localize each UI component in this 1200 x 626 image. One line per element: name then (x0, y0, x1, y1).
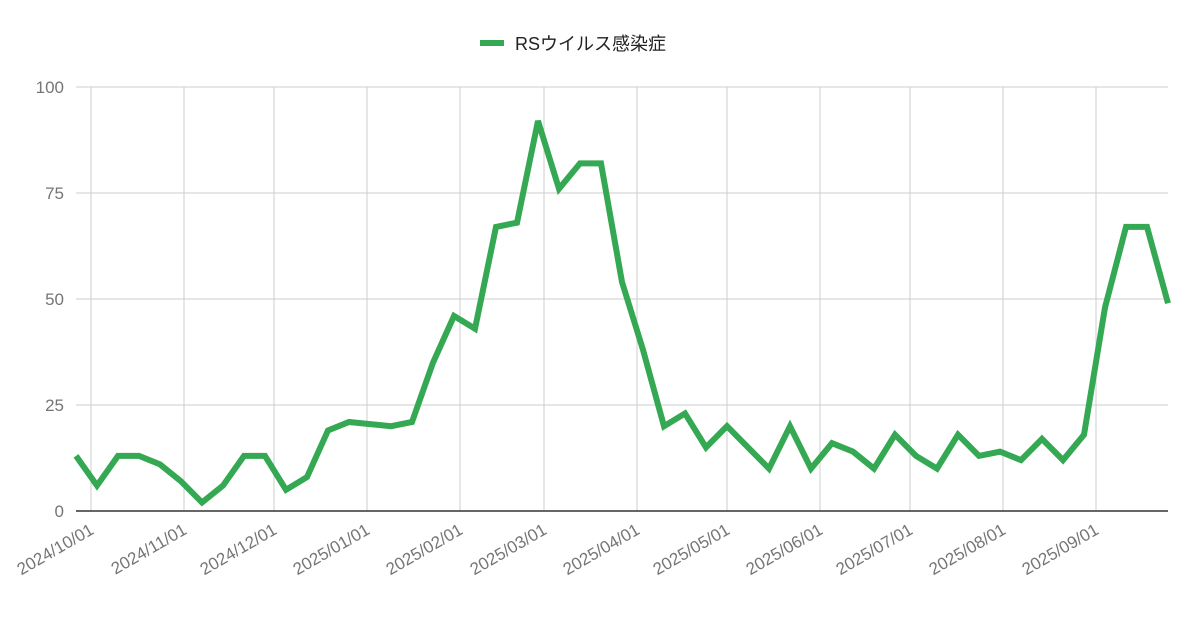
x-tick-label: 2025/09/01 (1019, 520, 1102, 579)
x-tick-label: 2025/08/01 (926, 520, 1009, 579)
x-tick-label: 2024/12/01 (197, 520, 280, 579)
x-tick-label: 2025/01/01 (290, 520, 373, 579)
legend: RSウイルス感染症 (480, 34, 666, 54)
x-tick-label: 2024/11/01 (108, 520, 190, 578)
y-tick-label: 25 (45, 396, 64, 415)
legend-label: RSウイルス感染症 (515, 34, 666, 54)
x-tick-label: 2025/05/01 (650, 520, 733, 579)
x-tick-label: 2025/04/01 (560, 520, 643, 579)
y-tick-label: 0 (55, 502, 64, 521)
x-tick-label: 2024/10/01 (14, 520, 97, 579)
x-tick-label: 2025/07/01 (833, 520, 916, 579)
y-tick-label: 100 (36, 78, 64, 97)
x-tick-label: 2025/06/01 (743, 520, 826, 579)
line (73, 120, 1171, 507)
y-tick-label: 75 (45, 184, 64, 203)
x-tick-label: 2025/03/01 (467, 520, 550, 579)
y-tick-label: 50 (45, 290, 64, 309)
x-tick-label: 2025/02/01 (383, 520, 466, 579)
